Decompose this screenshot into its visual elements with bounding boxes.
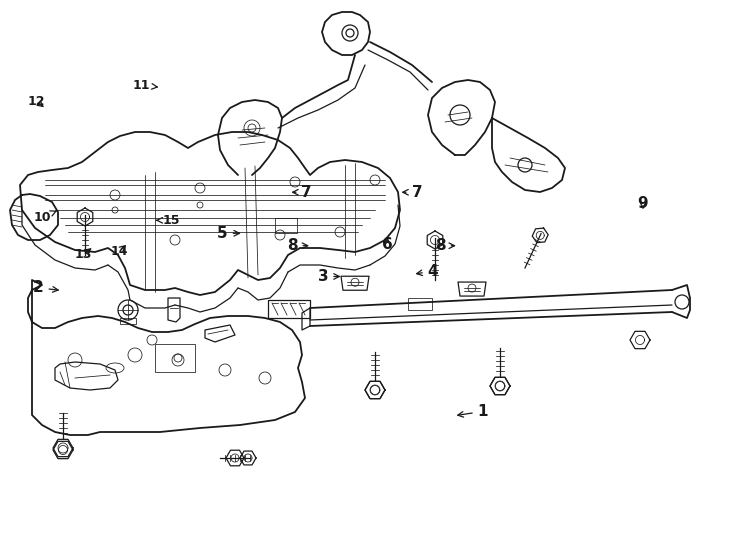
Bar	[155, 344, 195, 372]
Text: 13: 13	[74, 248, 92, 261]
Bar	[120, 318, 136, 324]
Text: 5: 5	[217, 226, 239, 241]
Text: 2: 2	[33, 280, 58, 295]
Text: 9: 9	[638, 195, 648, 211]
Text: 10: 10	[34, 211, 57, 224]
Text: 11: 11	[133, 79, 157, 92]
Text: 7: 7	[403, 185, 422, 200]
Text: 7: 7	[293, 185, 312, 200]
Text: 8: 8	[287, 238, 308, 253]
Text: 12: 12	[28, 95, 46, 108]
Text: 4: 4	[417, 264, 438, 279]
Text: 3: 3	[318, 269, 339, 284]
Bar	[408, 298, 432, 309]
Text: 1: 1	[458, 404, 488, 419]
Bar	[275, 218, 297, 233]
Text: 15: 15	[156, 214, 180, 227]
Text: 14: 14	[110, 245, 128, 258]
Text: 6: 6	[382, 237, 393, 252]
Text: 8: 8	[435, 238, 454, 253]
